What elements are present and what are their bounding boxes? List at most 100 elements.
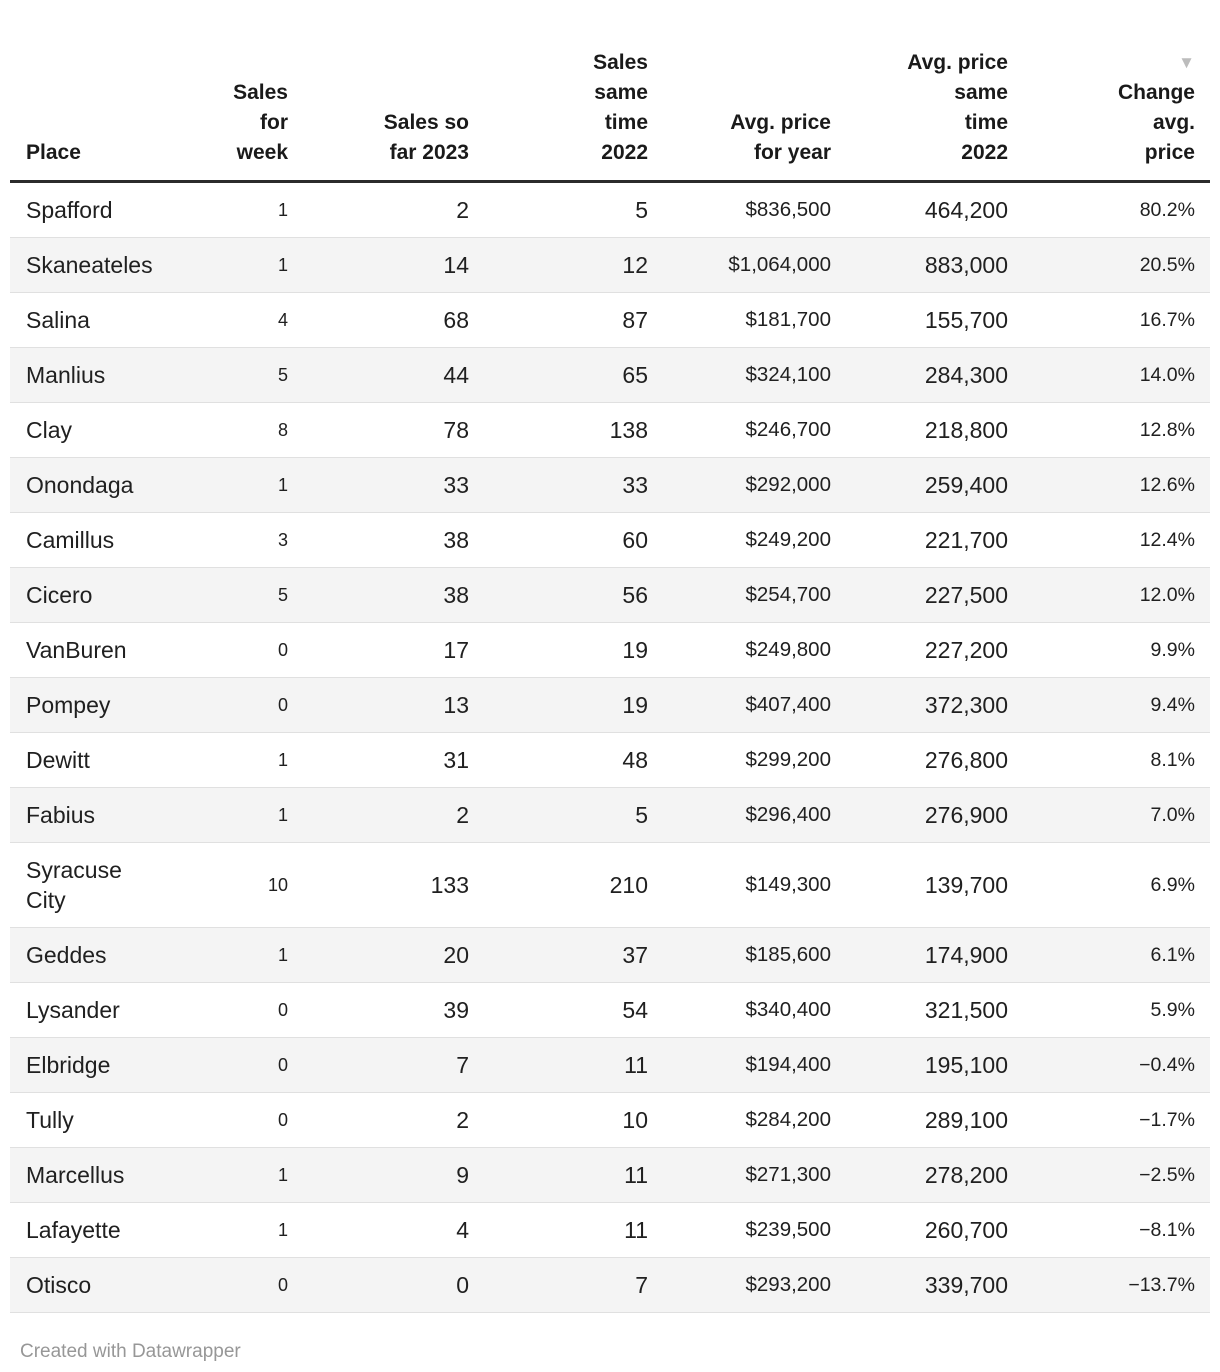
column-header-change_avg_price[interactable]: ▼ Change avg. price bbox=[1022, 0, 1210, 183]
column-header-label: Change avg. price bbox=[1117, 81, 1195, 164]
table-row: Manlius 5 44 65 $324,100 284,300 14.0% bbox=[10, 347, 1210, 403]
cell-sales_same_2022: 11 bbox=[483, 1037, 662, 1093]
cell-avg_price_year: $185,600 bbox=[662, 927, 845, 983]
cell-avg_price_same_2022: 174,900 bbox=[845, 927, 1022, 983]
cell-place: Onondaga bbox=[10, 457, 180, 513]
table-row: Skaneateles 1 14 12 $1,064,000 883,000 20.5% bbox=[10, 237, 1210, 293]
cell-sales_same_2022: 19 bbox=[483, 622, 662, 678]
cell-sales_2023: 31 bbox=[302, 732, 483, 788]
column-header-sales_2023[interactable]: Sales so far 2023 bbox=[302, 0, 483, 183]
table-row: Tully 0 2 10 $284,200 289,100 −1.7% bbox=[10, 1092, 1210, 1148]
cell-sales_2023: 39 bbox=[302, 982, 483, 1038]
table-row: VanBuren 0 17 19 $249,800 227,200 9.9% bbox=[10, 622, 1210, 678]
cell-sales_2023: 17 bbox=[302, 622, 483, 678]
cell-place: Pompey bbox=[10, 677, 180, 733]
cell-sales_week: 0 bbox=[180, 1257, 302, 1313]
cell-change_avg_price: 14.0% bbox=[1022, 347, 1210, 403]
cell-sales_week: 3 bbox=[180, 512, 302, 568]
cell-change_avg_price: 9.9% bbox=[1022, 622, 1210, 678]
cell-avg_price_year: $249,200 bbox=[662, 512, 845, 568]
cell-sales_same_2022: 12 bbox=[483, 237, 662, 293]
column-header-sales_week[interactable]: Sales for week bbox=[180, 0, 302, 183]
table-row: Elbridge 0 7 11 $194,400 195,100 −0.4% bbox=[10, 1037, 1210, 1093]
cell-sales_2023: 44 bbox=[302, 347, 483, 403]
cell-sales_week: 8 bbox=[180, 402, 302, 458]
cell-change_avg_price: −1.7% bbox=[1022, 1092, 1210, 1148]
table-row: Fabius 1 2 5 $296,400 276,900 7.0% bbox=[10, 787, 1210, 843]
cell-avg_price_same_2022: 155,700 bbox=[845, 292, 1022, 348]
cell-avg_price_year: $299,200 bbox=[662, 732, 845, 788]
cell-avg_price_year: $149,300 bbox=[662, 842, 845, 928]
cell-place: Camillus bbox=[10, 512, 180, 568]
cell-place: Tully bbox=[10, 1092, 180, 1148]
column-header-label: Sales for week bbox=[233, 81, 288, 164]
cell-place: VanBuren bbox=[10, 622, 180, 678]
sales-table: Place Sales for week Sales so far 2023 Sale… bbox=[10, 0, 1210, 1313]
table-row: Spafford 1 2 5 $836,500 464,200 80.2% bbox=[10, 182, 1210, 238]
cell-avg_price_same_2022: 260,700 bbox=[845, 1202, 1022, 1258]
cell-change_avg_price: −8.1% bbox=[1022, 1202, 1210, 1258]
cell-place: Otisco bbox=[10, 1257, 180, 1313]
cell-sales_2023: 20 bbox=[302, 927, 483, 983]
cell-avg_price_same_2022: 883,000 bbox=[845, 237, 1022, 293]
column-header-avg_price_same_2022[interactable]: Avg. price same time 2022 bbox=[845, 0, 1022, 183]
table-header-row: Place Sales for week Sales so far 2023 Sale… bbox=[10, 0, 1210, 183]
cell-change_avg_price: 12.4% bbox=[1022, 512, 1210, 568]
cell-sales_same_2022: 87 bbox=[483, 292, 662, 348]
cell-sales_week: 0 bbox=[180, 1092, 302, 1148]
cell-sales_same_2022: 5 bbox=[635, 197, 648, 223]
cell-sales_same_2022: 5 bbox=[483, 787, 662, 843]
cell-avg_price_same_2022: 276,800 bbox=[845, 732, 1022, 788]
cell-avg_price_same_2022: 195,100 bbox=[845, 1037, 1022, 1093]
cell-sales_same_2022: 33 bbox=[483, 457, 662, 513]
column-header-place[interactable]: Place bbox=[10, 0, 180, 183]
cell-avg_price_year: $292,000 bbox=[662, 457, 845, 513]
cell-sales_2023: 2 bbox=[456, 197, 469, 223]
cell-sales_same_2022: 60 bbox=[483, 512, 662, 568]
datawrapper-credit-link[interactable]: Created with Datawrapper bbox=[20, 1341, 241, 1362]
cell-avg_price_same_2022: 284,300 bbox=[845, 347, 1022, 403]
cell-sales_2023: 78 bbox=[302, 402, 483, 458]
cell-sales_week: 5 bbox=[180, 347, 302, 403]
table-row: Pompey 0 13 19 $407,400 372,300 9.4% bbox=[10, 677, 1210, 733]
column-header-label: Sales so far 2023 bbox=[383, 111, 469, 164]
column-header-sales_same_2022[interactable]: Sales same time 2022 bbox=[483, 0, 662, 183]
cell-sales_2023: 2 bbox=[302, 1092, 483, 1148]
cell-sales_week: 1 bbox=[277, 200, 288, 220]
column-header-avg_price_year[interactable]: Avg. price for year bbox=[662, 0, 845, 183]
cell-avg_price_same_2022: 321,500 bbox=[845, 982, 1022, 1038]
cell-change_avg_price: 5.9% bbox=[1022, 982, 1210, 1038]
cell-change_avg_price: 20.5% bbox=[1022, 237, 1210, 293]
table-row: Salina 4 68 87 $181,700 155,700 16.7% bbox=[10, 292, 1210, 348]
cell-change_avg_price: 9.4% bbox=[1022, 677, 1210, 733]
cell-change_avg_price: −13.7% bbox=[1022, 1257, 1210, 1313]
column-header-label: Sales same time 2022 bbox=[593, 51, 648, 164]
cell-sales_same_2022: 10 bbox=[483, 1092, 662, 1148]
cell-avg_price_same_2022: 218,800 bbox=[845, 402, 1022, 458]
table-body: Spafford 1 2 5 $836,500 464,200 80.2% Skaneatel… bbox=[10, 182, 1210, 1313]
cell-avg_price_year: $293,200 bbox=[662, 1257, 845, 1313]
cell-avg_price_year: $284,200 bbox=[662, 1092, 845, 1148]
column-header-label: Avg. price same time 2022 bbox=[907, 51, 1008, 164]
cell-change_avg_price: −2.5% bbox=[1022, 1147, 1210, 1203]
cell-sales_same_2022: 11 bbox=[483, 1202, 662, 1258]
cell-sales_same_2022: 19 bbox=[483, 677, 662, 733]
cell-avg_price_year: $271,300 bbox=[662, 1147, 845, 1203]
cell-avg_price_same_2022: 372,300 bbox=[845, 677, 1022, 733]
cell-change_avg_price: 12.6% bbox=[1022, 457, 1210, 513]
cell-sales_week: 5 bbox=[180, 567, 302, 623]
cell-sales_2023: 2 bbox=[302, 787, 483, 843]
cell-sales_2023: 38 bbox=[302, 567, 483, 623]
column-header-label: Avg. price for year bbox=[730, 111, 831, 164]
cell-avg_price_same_2022: 289,100 bbox=[845, 1092, 1022, 1148]
table-row: Dewitt 1 31 48 $299,200 276,800 8.1% bbox=[10, 732, 1210, 788]
cell-sales_week: 1 bbox=[180, 732, 302, 788]
cell-sales_same_2022: 48 bbox=[483, 732, 662, 788]
cell-change_avg_price: 80.2% bbox=[1139, 199, 1195, 221]
cell-place: Spafford bbox=[26, 197, 113, 223]
cell-place: Skaneateles bbox=[10, 237, 180, 293]
cell-change_avg_price: 16.7% bbox=[1022, 292, 1210, 348]
cell-avg_price_same_2022: 339,700 bbox=[845, 1257, 1022, 1313]
cell-avg_price_same_2022: 276,900 bbox=[845, 787, 1022, 843]
cell-change_avg_price: 7.0% bbox=[1022, 787, 1210, 843]
